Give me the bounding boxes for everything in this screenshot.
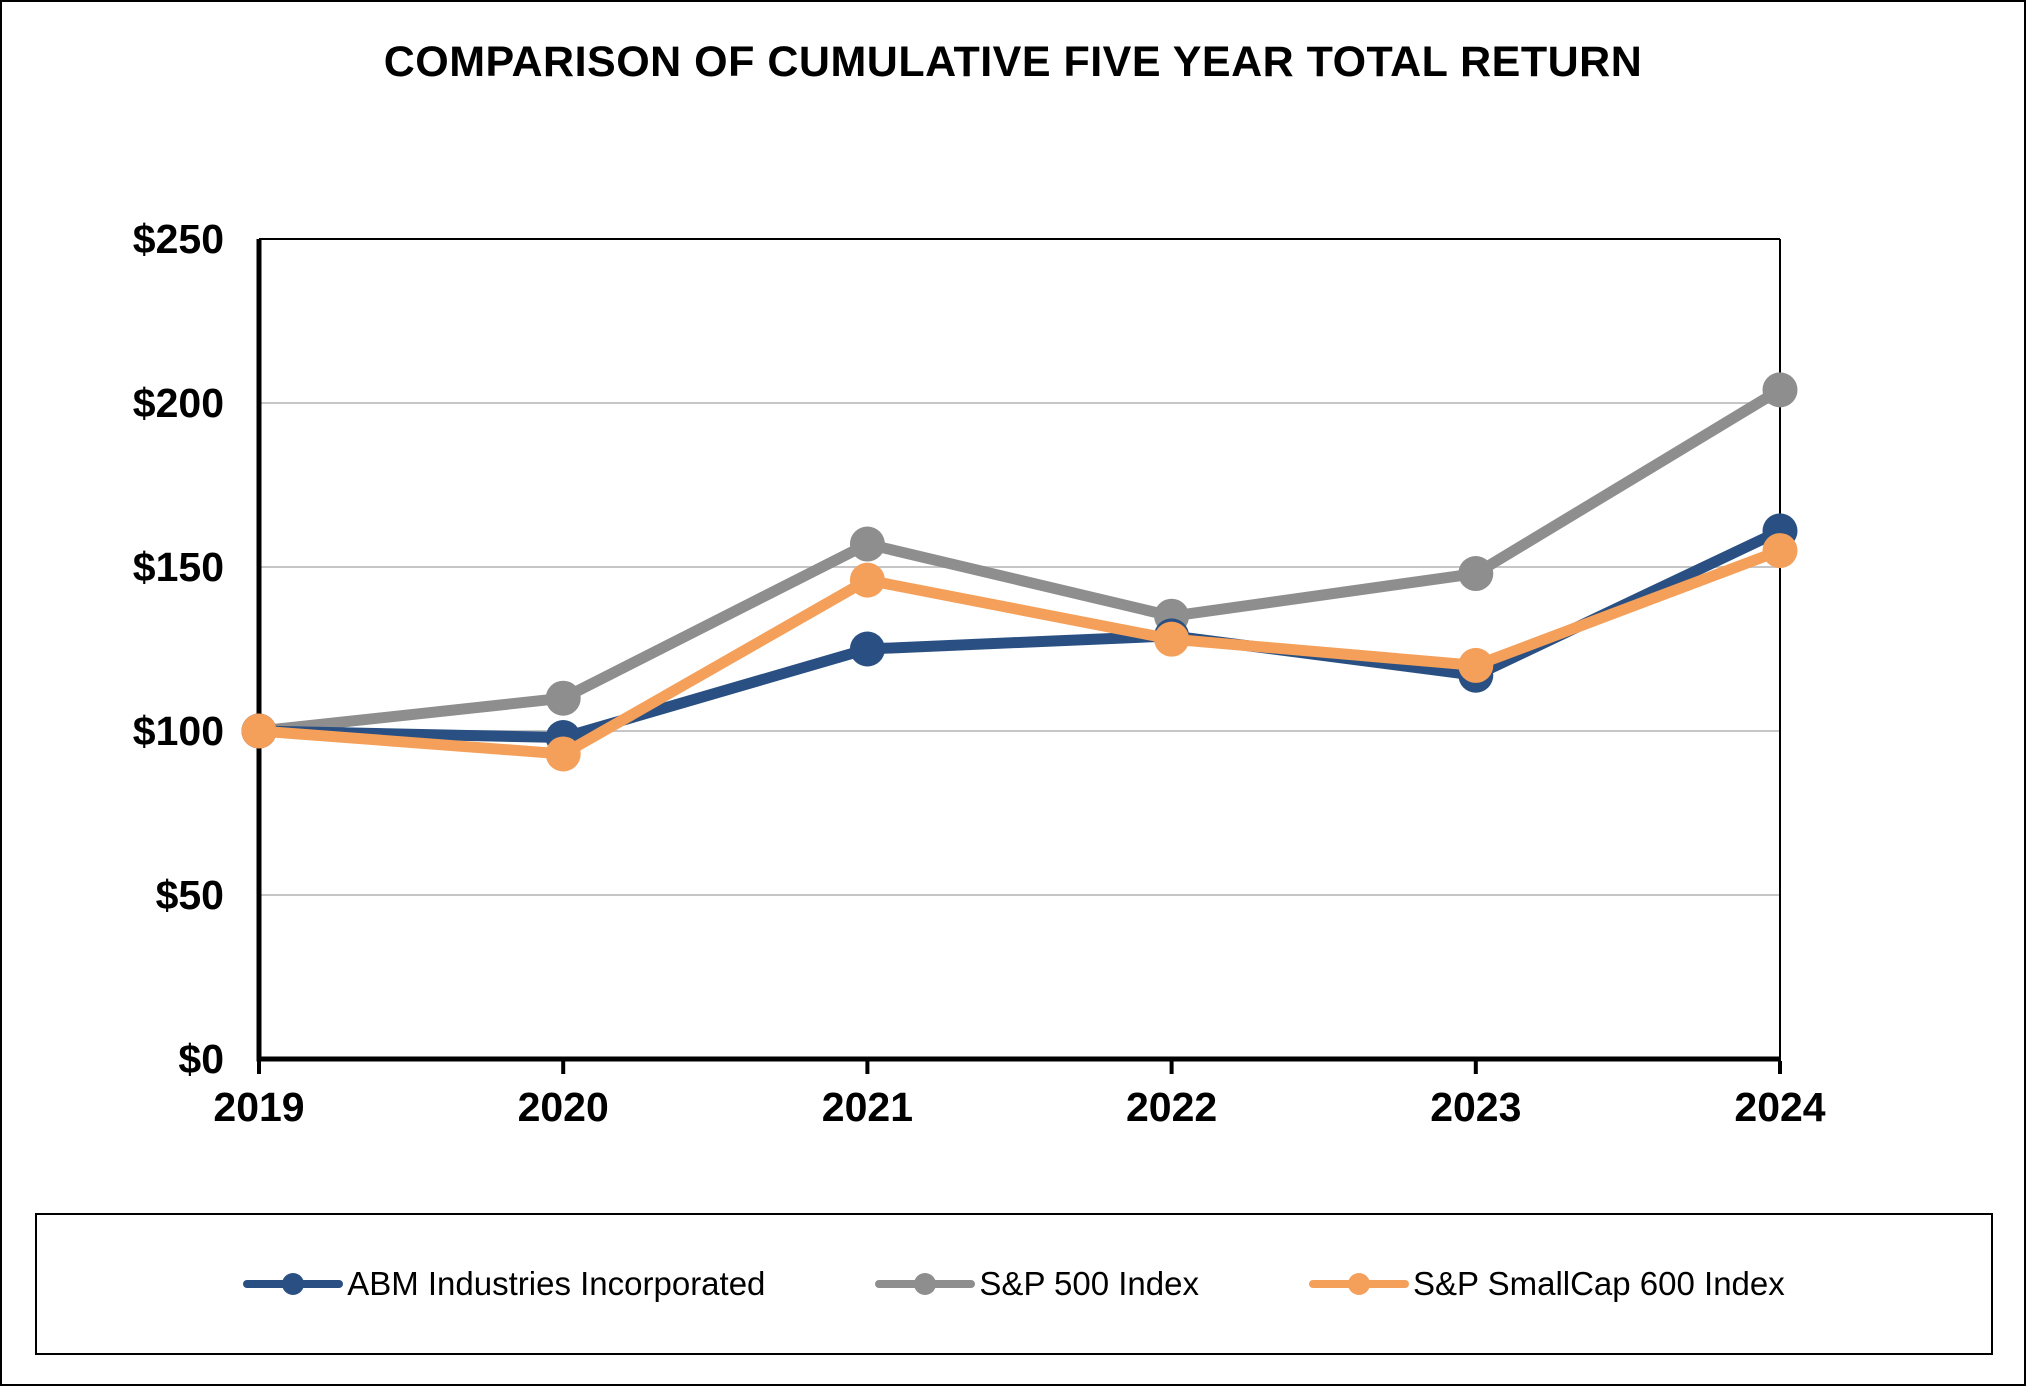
y-axis-tick-label: $100 xyxy=(133,708,224,754)
series-line xyxy=(253,384,1786,737)
legend-label-smallcap600: S&P SmallCap 600 Index xyxy=(1412,1265,1785,1302)
y-axis-tick-label: $200 xyxy=(133,380,224,426)
legend-label-abm: ABM Industries Incorporated xyxy=(347,1265,766,1302)
data-point xyxy=(545,736,581,772)
data-point xyxy=(1458,647,1494,683)
data-point xyxy=(849,631,885,667)
x-axis-tick-label: 2022 xyxy=(1126,1084,1217,1130)
data-point xyxy=(1762,533,1798,569)
y-axis-tick-label: $250 xyxy=(133,216,224,262)
x-axis-tick-label: 2021 xyxy=(822,1084,913,1130)
data-point xyxy=(545,680,581,716)
y-axis-tick-label: $50 xyxy=(156,872,224,918)
data-point xyxy=(1154,621,1190,657)
x-axis-tick-label: 2019 xyxy=(213,1084,304,1130)
data-point xyxy=(1458,556,1494,592)
legend-item-sp500: S&P 500 Index xyxy=(875,1265,1199,1303)
x-axis-tick-label: 2023 xyxy=(1430,1084,1521,1130)
y-axis-tick-label: $0 xyxy=(178,1036,224,1082)
chart-canvas: $0 $50 $100 $150 $200 $250 2019 2020 2021 2022 202… xyxy=(133,216,1826,1130)
legend-label-sp500: S&P 500 Index xyxy=(979,1265,1199,1302)
sp500-line-marker-icon xyxy=(875,1271,976,1297)
data-point xyxy=(1762,372,1798,408)
legend-item-smallcap600: S&P SmallCap 600 Index xyxy=(1308,1265,1785,1303)
x-axis-tick-label: 2024 xyxy=(1734,1084,1825,1130)
abm-line-marker-icon xyxy=(243,1271,344,1297)
data-point xyxy=(849,526,885,562)
x-axis-tick-label: 2020 xyxy=(518,1084,609,1130)
chart-title: COMPARISON OF CUMULATIVE FIVE YEAR TOTAL… xyxy=(383,38,1643,86)
y-axis-tick-label: $150 xyxy=(133,544,224,590)
data-point xyxy=(849,562,885,598)
data-point xyxy=(241,713,277,749)
chart-legend: ABM Industries Incorporated S&P 500 Inde… xyxy=(35,1213,1993,1355)
series-line xyxy=(253,545,1786,760)
smallcap600-line-marker-icon xyxy=(1308,1271,1409,1297)
legend-item-abm: ABM Industries Incorporated xyxy=(243,1265,765,1303)
